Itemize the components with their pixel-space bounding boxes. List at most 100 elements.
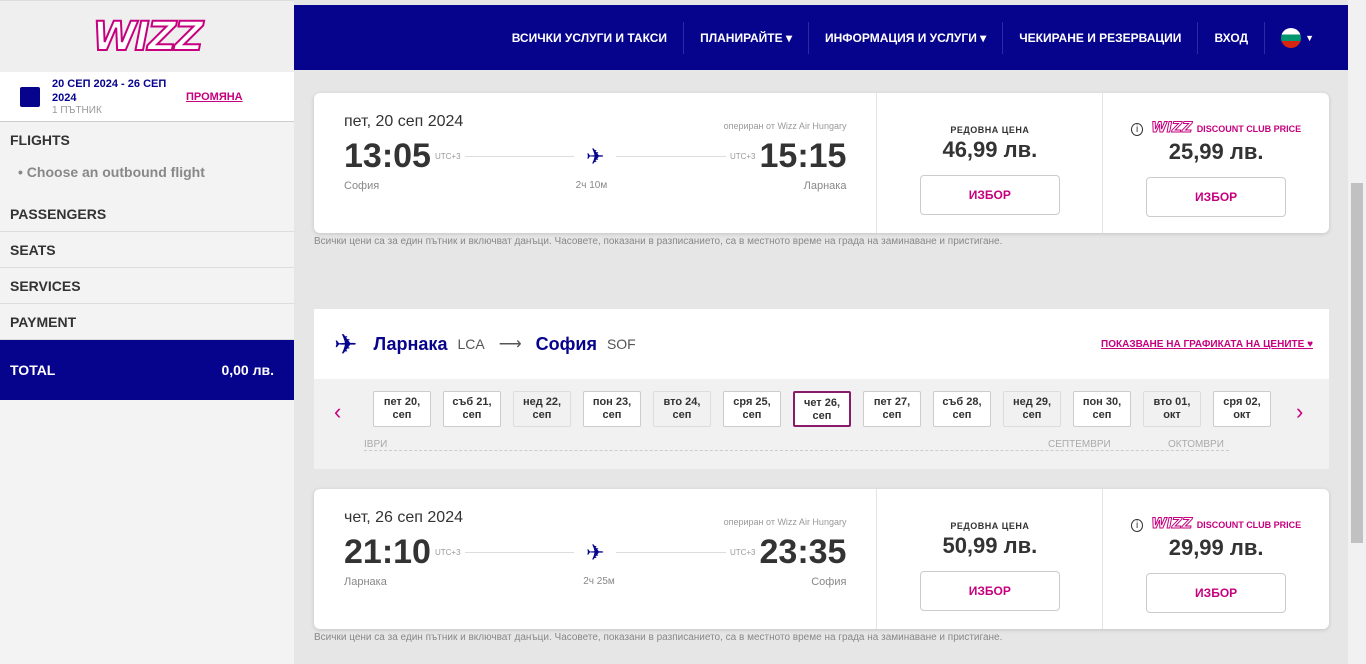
substep-outbound[interactable]: • Choose an outbound flight <box>18 164 205 180</box>
nav-checkin[interactable]: ЧЕКИРАНЕ И РЕЗЕРВАЦИИ <box>1003 21 1199 54</box>
substep-label: Choose an outbound flight <box>26 164 205 180</box>
date-selector: ‹ › ІВРИ СЕПТЕМВРИ ОКТОМВРИ пет 20, сеп с… <box>314 379 1329 469</box>
next-dates-icon[interactable]: › <box>1296 399 1304 424</box>
route-line <box>616 156 726 157</box>
route-to-code: SOF <box>606 336 636 352</box>
flight-info: пет, 20 сеп 2024 опериран от Wizz Air Hu… <box>314 93 878 233</box>
nav-login[interactable]: ВХОД <box>1198 21 1266 54</box>
prev-dates-icon[interactable]: ‹ <box>334 399 342 424</box>
route-from: Ларнака <box>373 333 448 354</box>
month-bar: ІВРИ СЕПТЕМВРИ ОКТОМВРИ <box>364 439 1229 451</box>
plane-icon: ✈ <box>334 328 358 360</box>
step-flights[interactable]: FLIGHTS <box>10 132 70 148</box>
date-option[interactable]: сря 02, окт <box>1213 391 1271 427</box>
date-option: нед 22, сеп <box>513 391 571 427</box>
arrow-icon: ⟶ <box>498 336 522 353</box>
route-from-code: LCA <box>457 336 485 352</box>
date-option[interactable]: съб 21, сеп <box>443 391 501 427</box>
trip-dates: 20 СЕП 2024 - 26 СЕП 2024 <box>52 78 167 104</box>
select-club-button[interactable]: ИЗБОР <box>1146 177 1287 217</box>
flight-date: чет, 26 сеп 2024 <box>344 509 463 526</box>
departure-utc: UTC+3 <box>434 548 461 557</box>
regular-price-label: РЕДОВНА ЦЕНА <box>950 521 1030 531</box>
price-note: Всички цени са за един пътник и включват… <box>314 632 1003 643</box>
date-option: вто 01, окт <box>1143 391 1201 427</box>
step-seats[interactable]: SEATS <box>0 232 294 268</box>
origin-city: Ларнака <box>344 576 387 588</box>
duration: 2ч 10м <box>575 180 608 191</box>
club-price-label: DISCOUNT CLUB PRICE <box>1196 124 1302 134</box>
route-line <box>464 552 575 553</box>
regular-price-box: РЕДОВНА ЦЕНА 46,99 лв. ИЗБОР <box>877 93 1104 233</box>
route-to: София <box>535 333 597 354</box>
wizz-club-logo: WIZZ <box>1151 120 1193 137</box>
language-caret-icon[interactable]: ▼ <box>1305 32 1314 43</box>
regular-price-box: РЕДОВНА ЦЕНА 50,99 лв. ИЗБОР <box>877 489 1104 629</box>
arrival-time: 15:15 <box>759 137 847 175</box>
return-route-header: ✈ Ларнака LCA ⟶ София SOF ПОКАЗВАНЕ НА ГРА… <box>314 309 1329 379</box>
change-link[interactable]: ПРОМЯНА <box>186 90 243 103</box>
info-icon[interactable]: i <box>1131 519 1144 532</box>
date-option[interactable]: сря 25, сеп <box>723 391 781 427</box>
wizz-club-logo: WIZZ <box>1151 516 1193 533</box>
nav-plan[interactable]: ПЛАНИРАЙТЕ ▾ <box>684 21 809 54</box>
nav-all-services[interactable]: ВСИЧКИ УСЛУГИ И ТАКСИ <box>496 21 685 54</box>
nav-info[interactable]: ИНФОРМАЦИЯ И УСЛУГИ ▾ <box>809 21 1004 54</box>
info-icon[interactable]: i <box>1131 123 1144 136</box>
route-line <box>616 552 726 553</box>
departure-time: 13:05 <box>344 137 431 175</box>
scrollbar[interactable] <box>1348 0 1366 664</box>
date-option: нед 29, сеп <box>1003 391 1061 427</box>
club-price-box: i WIZZ DISCOUNT CLUB PRICE 25,99 лв. ИЗБО… <box>1103 93 1329 233</box>
flight-card: пет, 20 сеп 2024 опериран от Wizz Air Hu… <box>314 93 1329 233</box>
total-value: 0,00 лв. <box>221 362 274 378</box>
price-note: Всички цени са за един пътник и включват… <box>314 236 1003 247</box>
club-price-box: i WIZZ DISCOUNT CLUB PRICE 29,99 лв. ИЗБО… <box>1103 489 1329 629</box>
step-payment[interactable]: PAYMENT <box>0 304 294 340</box>
select-club-button[interactable]: ИЗБОР <box>1146 573 1287 613</box>
route-line <box>464 156 575 157</box>
flight-card: чет, 26 сеп 2024 опериран от Wizz Air Hu… <box>314 489 1329 629</box>
destination-city: София <box>811 576 847 588</box>
flight-info: чет, 26 сеп 2024 опериран от Wizz Air Hu… <box>314 489 878 629</box>
duration: 2ч 25м <box>583 576 615 587</box>
date-option[interactable]: пон 23, сеп <box>583 391 641 427</box>
origin-city: София <box>344 180 380 192</box>
club-price: 25,99 лв. <box>1168 139 1264 164</box>
calendar-icon <box>20 86 40 107</box>
plane-icon: ✈ <box>586 143 605 169</box>
date-option[interactable]: пет 20, сеп <box>373 391 431 427</box>
regular-price: 50,99 лв. <box>942 533 1038 558</box>
date-option[interactable]: съб 28, сеп <box>933 391 991 427</box>
step-services[interactable]: SERVICES <box>0 268 294 304</box>
step-passengers[interactable]: PASSENGERS <box>0 196 294 232</box>
regular-price-label: РЕДОВНА ЦЕНА <box>950 125 1030 135</box>
scrollbar-thumb[interactable] <box>1351 183 1363 543</box>
arrival-utc: UTC+3 <box>729 152 756 161</box>
plane-icon: ✈ <box>586 539 605 565</box>
date-option[interactable]: чет 26, сеп <box>793 391 851 427</box>
departure-utc: UTC+3 <box>434 152 461 161</box>
language-flag-icon[interactable] <box>1281 27 1302 48</box>
destination-city: Ларнака <box>803 180 847 192</box>
trip-summary: 20 СЕП 2024 - 26 СЕП 2024 1 ПЪТНИК ПРОМЯ… <box>0 72 294 122</box>
wizz-logo[interactable]: WIZZ <box>0 0 294 72</box>
select-regular-button[interactable]: ИЗБОР <box>919 571 1060 611</box>
total-bar: TOTAL 0,00 лв. <box>0 340 294 400</box>
arrival-utc: UTC+3 <box>729 548 756 557</box>
date-option[interactable]: пон 30, сеп <box>1073 391 1131 427</box>
sidebar: WIZZ 20 СЕП 2024 - 26 СЕП 2024 1 ПЪТНИК … <box>0 0 294 664</box>
price-chart-link[interactable]: ПОКАЗВАНЕ НА ГРАФИКАТА НА ЦЕНИТЕ ♥ <box>1101 338 1313 350</box>
passenger-count: 1 ПЪТНИК <box>52 105 102 116</box>
operator: опериран от Wizz Air Hungary <box>723 517 847 527</box>
date-option[interactable]: пет 27, сеп <box>863 391 921 427</box>
top-nav: ВСИЧКИ УСЛУГИ И ТАКСИ ПЛАНИРАЙТЕ ▾ ИНФОР… <box>294 5 1348 70</box>
club-price-label: DISCOUNT CLUB PRICE <box>1196 520 1302 530</box>
total-label: TOTAL <box>10 362 56 378</box>
date-option: вто 24, сеп <box>653 391 711 427</box>
flight-date: пет, 20 сеп 2024 <box>344 113 464 130</box>
select-regular-button[interactable]: ИЗБОР <box>919 175 1060 215</box>
arrival-time: 23:35 <box>759 533 847 571</box>
club-price: 29,99 лв. <box>1168 535 1264 560</box>
month-label: ІВРИ <box>364 439 388 450</box>
